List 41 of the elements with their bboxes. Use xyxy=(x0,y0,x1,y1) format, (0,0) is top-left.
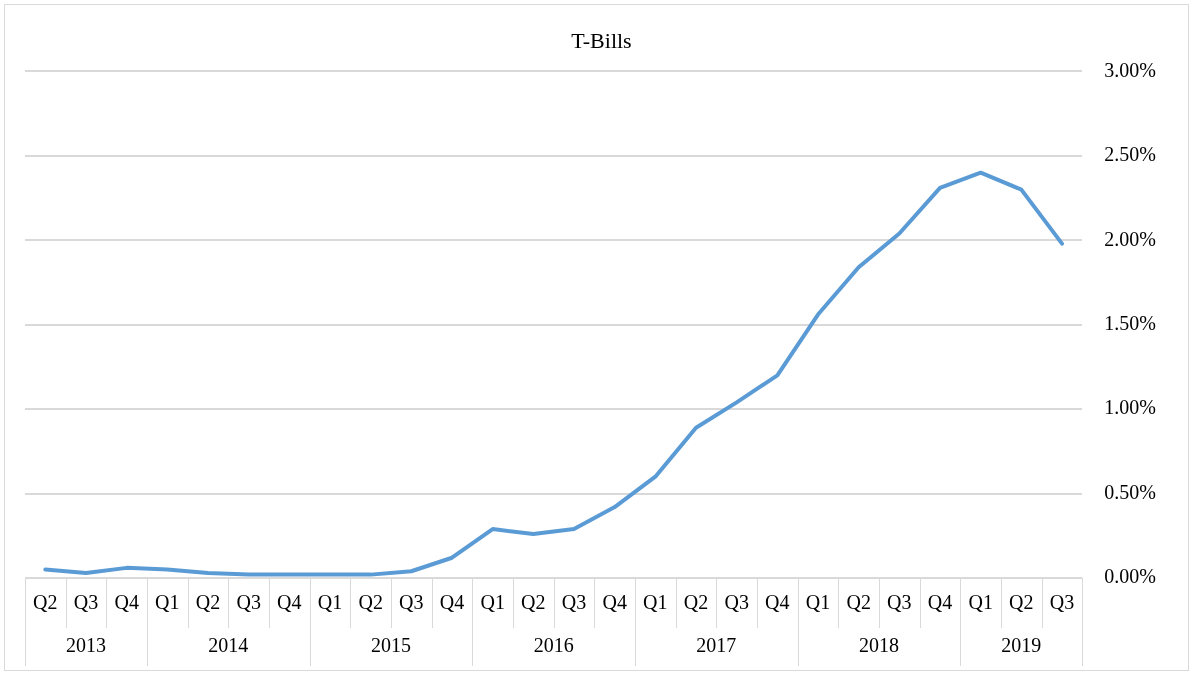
x-tick-label: Q4 xyxy=(602,591,627,614)
x-tick-label: Q3 xyxy=(561,591,587,614)
text: 2016 xyxy=(533,634,574,657)
x-tick-label: Q4 xyxy=(927,591,953,614)
x-tick-label: Q3 xyxy=(399,591,424,614)
chart-title: T-Bills xyxy=(571,27,632,53)
y-tick-label: 3.00% xyxy=(1104,58,1157,81)
x-tick-label: Q2 xyxy=(33,591,58,614)
y-tick-label: 1.50% xyxy=(1104,311,1157,334)
x-tick-label: Q3 xyxy=(887,591,912,614)
text: 2013 xyxy=(66,634,106,657)
x-tick-label: Q2 xyxy=(846,591,871,614)
x-tick-label: Q1 xyxy=(805,591,831,614)
text: 2015 xyxy=(371,634,411,657)
x-tick-label: Q3 xyxy=(73,591,99,614)
y-tick-label: 1.00% xyxy=(1104,396,1157,419)
x-tick-label: Q2 xyxy=(1009,591,1034,614)
x-tick-label: Q3 xyxy=(1049,591,1075,614)
x-tick-label: Q2 xyxy=(683,591,709,614)
x-tick-label: Q4 xyxy=(114,591,139,614)
x-tick-label: Q1 xyxy=(480,591,505,614)
y-tick-label: 0.50% xyxy=(1104,480,1157,503)
text: 2018 xyxy=(859,634,900,657)
x-tick-label: Q4 xyxy=(277,591,302,614)
y-tick-label: 2.50% xyxy=(1104,143,1157,166)
x-tick-label: Q1 xyxy=(968,591,993,614)
x-tick-label: Q1 xyxy=(643,591,668,614)
x-tick-label: Q4 xyxy=(439,591,465,614)
x-tick-label: Q2 xyxy=(358,591,383,614)
x-tick-label: Q3 xyxy=(724,591,749,614)
x-tick-label: Q2 xyxy=(195,591,221,614)
x-tick-label: Q1 xyxy=(317,591,343,614)
y-tick-label: 0.00% xyxy=(1104,565,1157,588)
text: 2017 xyxy=(696,634,737,657)
x-tick-label: Q4 xyxy=(765,591,790,614)
y-tick-label: 2.00% xyxy=(1104,227,1157,250)
text: 2019 xyxy=(1001,634,1042,657)
x-tick-label: Q2 xyxy=(521,591,546,614)
x-tick-label: Q1 xyxy=(155,591,180,614)
x-tick-label: Q3 xyxy=(236,591,261,614)
text: 2014 xyxy=(208,634,249,657)
